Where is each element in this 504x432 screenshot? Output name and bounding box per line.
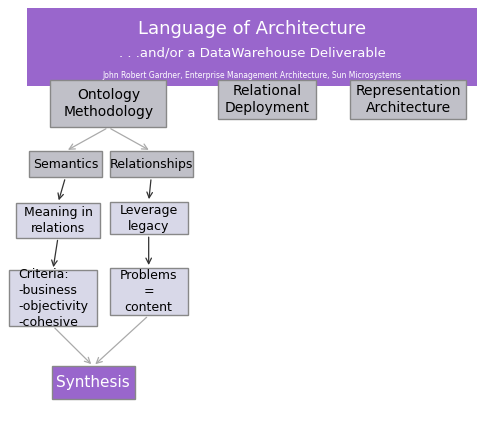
FancyBboxPatch shape: [109, 268, 187, 315]
Text: Language of Architecture: Language of Architecture: [138, 20, 366, 38]
Text: Relationships: Relationships: [109, 158, 193, 171]
FancyBboxPatch shape: [109, 202, 187, 234]
Text: Ontology
Methodology: Ontology Methodology: [64, 88, 153, 119]
Text: Synthesis: Synthesis: [56, 375, 130, 390]
Text: Representation
Architecture: Representation Architecture: [355, 84, 461, 115]
FancyBboxPatch shape: [218, 80, 317, 119]
Text: Semantics: Semantics: [33, 158, 98, 171]
FancyBboxPatch shape: [27, 8, 477, 86]
FancyBboxPatch shape: [16, 203, 100, 238]
FancyBboxPatch shape: [109, 151, 193, 177]
Text: Problems
=
content: Problems = content: [120, 269, 177, 314]
FancyBboxPatch shape: [9, 270, 97, 326]
Text: Criteria:
-business
-objectivity
-cohesive: Criteria: -business -objectivity -cohesi…: [18, 267, 88, 329]
Text: Meaning in
relations: Meaning in relations: [24, 206, 92, 235]
FancyBboxPatch shape: [29, 151, 102, 177]
FancyBboxPatch shape: [51, 366, 135, 398]
Text: . . .and/or a DataWarehouse Deliverable: . . .and/or a DataWarehouse Deliverable: [118, 47, 386, 60]
Text: Relational
Deployment: Relational Deployment: [225, 84, 309, 115]
Text: Leverage
legacy: Leverage legacy: [119, 203, 178, 233]
FancyBboxPatch shape: [50, 80, 166, 127]
FancyBboxPatch shape: [350, 80, 466, 119]
Text: John Robert Gardner, Enterprise Management Architecture, Sun Microsystems: John Robert Gardner, Enterprise Manageme…: [102, 71, 402, 80]
